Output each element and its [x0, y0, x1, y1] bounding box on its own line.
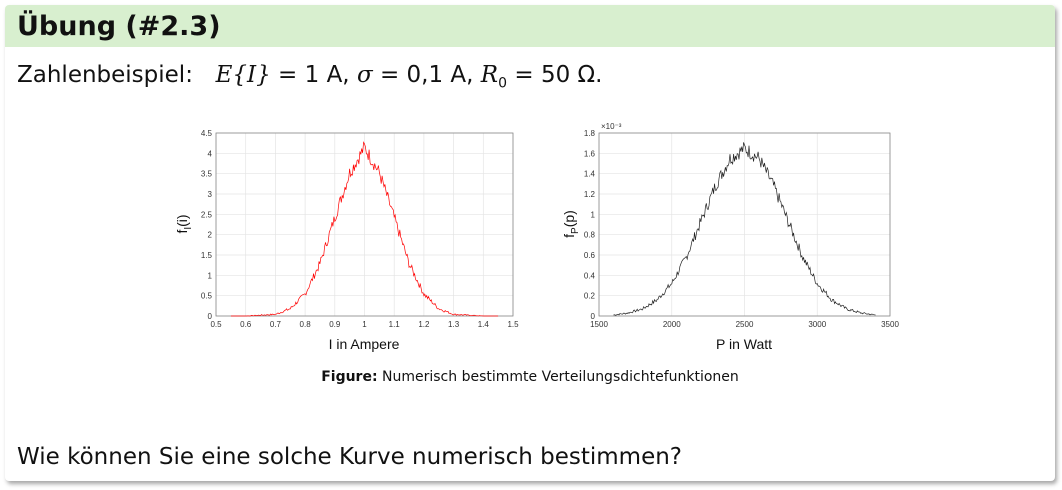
left-x-tick-label: 1.1: [389, 320, 401, 329]
right-x-tick-label: 3000: [808, 320, 826, 329]
right-x-tick-label: 2500: [736, 320, 754, 329]
left-x-tick-label: 1: [362, 320, 367, 329]
svg-text:fP(p): fP(p): [561, 210, 581, 238]
right-x-tick-label: 1500: [590, 320, 608, 329]
right-y-tick-label: 1.2: [584, 190, 596, 199]
svg-text:fI(i): fI(i): [174, 214, 194, 233]
slide-frame: Übung (#2.3) Zahlenbeispiel: E{I} = 1 A,…: [5, 5, 1055, 481]
left-x-tick-label: 0.6: [240, 320, 252, 329]
curve-right: [613, 142, 876, 316]
plot-frame-left: [215, 132, 514, 317]
left-y-tick-label: 2: [208, 231, 213, 240]
resistance-subscript: 0: [498, 75, 508, 92]
y-axis-label-right: fP(p): [561, 210, 581, 238]
left-x-tick-label: 0.9: [329, 320, 341, 329]
grid-left: [215, 132, 514, 317]
expectation-symbol: E{I}: [215, 62, 271, 88]
left-y-tick-label: 2.5: [201, 210, 213, 219]
left-y-tick-label: 4.5: [201, 129, 213, 138]
left-y-tick-label: 1: [208, 271, 213, 280]
sigma-value: = 0,1 A,: [379, 62, 474, 88]
right-y-tick-label: 1.6: [584, 149, 596, 158]
resistance-symbol: R: [480, 62, 499, 88]
right-series-line: [613, 142, 876, 316]
left-y-tick-label: 0.5: [201, 292, 213, 301]
resistance-value: = 50 Ω.: [514, 62, 603, 88]
chart-current-density: 0.5 0.6 0.7 0.8 0.9 1 1.1 1.2 1.3 1.4 1.500.511.52…: [174, 129, 519, 352]
right-y-tick-label: 0.8: [584, 231, 596, 240]
plot-frame-right: [598, 132, 891, 317]
ticks-left: 0.5 0.6 0.7 0.8 0.9 1 1.1 1.2 1.3 1.4 1.500.511.52…: [201, 129, 519, 329]
right-y-tick-label: 1: [591, 210, 596, 219]
slide-title: Übung (#2.3): [17, 11, 221, 42]
slide-header: Übung (#2.3): [5, 5, 1055, 47]
left-x-tick-label: 1.4: [478, 320, 490, 329]
sigma-symbol: σ: [356, 62, 373, 88]
x-axis-label-left: I in Ampere: [329, 336, 400, 352]
right-y-tick-label: 0.2: [584, 292, 596, 301]
chart-power-density: 1500 2000 2500 3000 3500 0 0.2 0.4 0.6 0.8 1 1.2 1.4…: [561, 122, 900, 352]
caption-text: Numerisch bestimmte Verteilungsdichtefun…: [382, 369, 739, 385]
y-exponent-label-right: ×10⁻³: [601, 122, 622, 131]
y-axis-label-left: fI(i): [174, 214, 194, 233]
right-x-tick-label: 3500: [881, 320, 899, 329]
left-x-tick-label: 0.8: [300, 320, 312, 329]
right-x-tick-label: 2000: [663, 320, 681, 329]
right-y-tick-label: 0: [591, 312, 596, 321]
ticks-right: 1500 2000 2500 3000 3500 0 0.2 0.4 0.6 0.8 1 1.2 1.4…: [584, 129, 900, 329]
left-y-tick-label: 3.5: [201, 170, 213, 179]
example-line: Zahlenbeispiel: E{I} = 1 A, σ = 0,1 A, R…: [17, 62, 602, 92]
curve-left: [230, 141, 499, 317]
caption-prefix: Figure:: [321, 369, 378, 385]
example-intro: Zahlenbeispiel:: [17, 62, 193, 88]
question-text: Wie können Sie eine solche Kurve numeris…: [17, 444, 683, 470]
left-x-tick-label: 0.5: [210, 320, 222, 329]
x-axis-label-right: P in Watt: [716, 336, 772, 352]
left-y-tick-label: 0: [208, 312, 213, 321]
left-y-tick-label: 1.5: [201, 251, 213, 260]
left-x-tick-label: 1.5: [507, 320, 519, 329]
left-x-tick-label: 1.3: [448, 320, 460, 329]
left-series-line: [230, 141, 499, 317]
left-y-tick-label: 4: [208, 149, 213, 158]
left-x-tick-label: 1.2: [418, 320, 430, 329]
grid-right: [598, 132, 891, 317]
left-x-tick-label: 0.7: [270, 320, 282, 329]
right-y-tick-label: 0.4: [584, 271, 596, 280]
right-y-tick-label: 1.8: [584, 129, 596, 138]
expectation-value: = 1 A,: [278, 62, 350, 88]
right-y-tick-label: 1.4: [584, 170, 596, 179]
figure-caption: Figure: Numerisch bestimmte Verteilungsd…: [5, 369, 1055, 385]
right-y-tick-label: 0.6: [584, 251, 596, 260]
left-y-tick-label: 3: [208, 190, 213, 199]
